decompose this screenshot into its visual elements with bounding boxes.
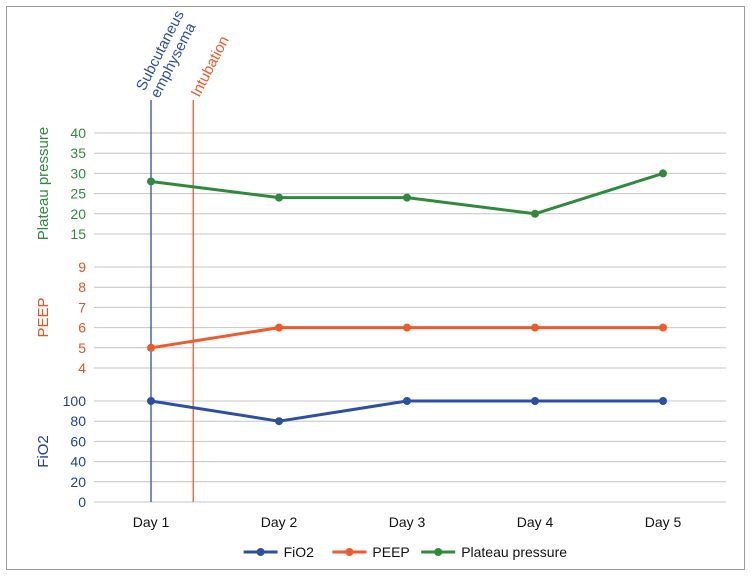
legend-swatch-dot-2 <box>434 548 443 556</box>
tick-label-fio2-80: 80 <box>70 413 86 429</box>
legend: FiO2 PEEP Plateau pressure <box>243 544 567 560</box>
tick-label-plateau-35: 35 <box>70 145 86 161</box>
legend-swatch-dot-0 <box>256 548 265 556</box>
tick-label-fio2-20: 20 <box>70 474 86 490</box>
data-point-1-2 <box>403 323 411 332</box>
tick-label-plateau-20: 20 <box>70 206 86 222</box>
data-point-0-2 <box>403 397 411 405</box>
chart-frame <box>6 6 745 570</box>
category-label-3: Day 4 <box>517 514 554 530</box>
category-label-1: Day 2 <box>261 514 298 530</box>
data-point-0-3 <box>531 397 539 405</box>
data-point-2-4 <box>659 169 667 178</box>
legend-item-0: FiO2 <box>243 544 315 560</box>
data-point-1-0 <box>147 343 155 352</box>
series-layer <box>147 169 667 426</box>
annotation-text-1: Intubation <box>188 33 233 99</box>
legend-swatch-dot-1 <box>345 548 354 556</box>
axis-title-plateau: Plateau pressure <box>35 127 52 240</box>
data-point-0-4 <box>659 397 667 405</box>
legend-label-0: FiO2 <box>284 544 315 560</box>
tick-label-peep-9: 9 <box>78 259 86 275</box>
category-label-0: Day 1 <box>133 514 170 530</box>
annotation-label-1: Intubation <box>188 33 233 99</box>
data-point-2-2 <box>403 193 411 202</box>
category-layer: Day 1 Day 2 Day 3 Day 4 Day 5 <box>133 514 682 530</box>
data-point-1-4 <box>659 323 667 332</box>
tick-label-plateau-15: 15 <box>70 226 86 242</box>
annotation-line-text-1-0: Intubation <box>188 33 233 99</box>
category-label-4: Day 5 <box>645 514 682 530</box>
data-point-2-1 <box>275 193 283 202</box>
tick-label-plateau-30: 30 <box>70 165 86 181</box>
data-point-0-1 <box>275 417 283 426</box>
legend-item-2: Plateau pressure <box>421 544 567 560</box>
tick-layer: 15 20 25 30 35 40 Plateau pressure 4 5 6 7 8 9 PEEP 0 2… <box>35 125 86 510</box>
tick-label-plateau-40: 40 <box>70 125 86 141</box>
tick-label-peep-8: 8 <box>78 279 86 295</box>
tick-label-peep-4: 4 <box>78 360 86 376</box>
tick-label-plateau-25: 25 <box>70 186 86 202</box>
legend-label-1: PEEP <box>372 544 409 560</box>
tick-label-fio2-40: 40 <box>70 454 86 470</box>
tick-label-fio2-0: 0 <box>78 494 86 510</box>
grid-layer <box>94 132 726 503</box>
data-point-1-3 <box>531 323 539 332</box>
tick-label-peep-7: 7 <box>78 299 86 315</box>
tick-label-fio2-60: 60 <box>70 433 86 449</box>
legend-label-2: Plateau pressure <box>461 544 567 560</box>
tick-label-fio2-100: 100 <box>63 393 87 409</box>
tick-label-peep-6: 6 <box>78 320 86 336</box>
axis-title-fio2: FiO2 <box>35 435 52 468</box>
data-point-1-1 <box>275 323 283 332</box>
data-point-2-0 <box>147 177 155 186</box>
legend-item-1: PEEP <box>332 544 410 560</box>
tick-label-peep-5: 5 <box>78 340 86 356</box>
category-label-2: Day 3 <box>389 514 426 530</box>
axis-title-peep: PEEP <box>35 297 52 337</box>
data-point-2-3 <box>531 209 539 218</box>
data-point-0-0 <box>147 397 155 405</box>
